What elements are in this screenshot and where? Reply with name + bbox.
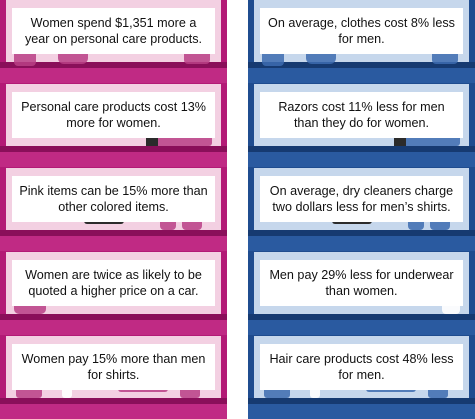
women-column: Women spend $1,351 more a year on person…: [0, 0, 227, 419]
women-shelf-4: Women are twice as likely to be quoted a…: [0, 252, 227, 335]
men-shelf-4: Men pay 29% less for underwear than wome…: [248, 252, 475, 335]
fact-card: Hair care products cost 48% less for men…: [260, 344, 463, 390]
fact-card: Women are twice as likely to be quoted a…: [12, 260, 215, 306]
men-shelf-1: On average, clothes cost 8% less for men…: [248, 0, 475, 83]
tooth-icon: [62, 384, 72, 398]
men-shelf-5: Hair care products cost 48% less for men…: [248, 336, 475, 419]
fact-card: Pink items can be 15% more than other co…: [12, 176, 215, 222]
women-shelf-5: Women pay 15% more than men for shirts.: [0, 336, 227, 419]
men-shelf-2: Razors cost 11% less for men than they d…: [248, 84, 475, 167]
fact-card: On average, dry cleaners charge two doll…: [260, 176, 463, 222]
women-shelf-3: Pink items can be 15% more than other co…: [0, 168, 227, 251]
fact-card: Women spend $1,351 more a year on person…: [12, 8, 215, 54]
fact-card: Women pay 15% more than men for shirts.: [12, 344, 215, 390]
men-shelf-3: On average, dry cleaners charge two doll…: [248, 168, 475, 251]
fact-card: Personal care products cost 13% more for…: [12, 92, 215, 138]
fact-card: Men pay 29% less for underwear than wome…: [260, 260, 463, 306]
fact-card: On average, clothes cost 8% less for men…: [260, 8, 463, 54]
fact-card: Razors cost 11% less for men than they d…: [260, 92, 463, 138]
men-column: On average, clothes cost 8% less for men…: [248, 0, 475, 419]
women-shelf-2: Personal care products cost 13% more for…: [0, 84, 227, 167]
women-shelf-1: Women spend $1,351 more a year on person…: [0, 0, 227, 83]
tooth-icon: [310, 384, 320, 398]
